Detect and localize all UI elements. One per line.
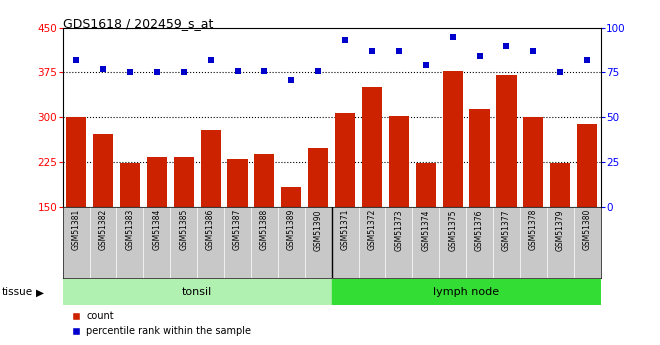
Text: GSM51390: GSM51390 <box>314 209 323 250</box>
Bar <box>63 279 331 305</box>
Point <box>205 57 216 63</box>
Bar <box>577 125 597 207</box>
Point <box>475 53 485 59</box>
Text: GSM51381: GSM51381 <box>72 209 81 250</box>
Text: GSM51388: GSM51388 <box>260 209 269 250</box>
Bar <box>469 109 490 207</box>
Text: GSM51374: GSM51374 <box>421 209 430 250</box>
Text: GSM51380: GSM51380 <box>583 209 591 250</box>
Point <box>340 37 350 43</box>
Point <box>71 57 81 63</box>
Text: tonsil: tonsil <box>182 287 213 297</box>
Text: tissue: tissue <box>1 287 32 297</box>
Bar <box>66 117 86 207</box>
Text: GSM51382: GSM51382 <box>98 209 108 250</box>
Bar <box>496 76 517 207</box>
Bar <box>443 71 463 207</box>
Bar <box>228 159 248 207</box>
Bar <box>331 279 601 305</box>
Bar <box>147 157 167 207</box>
Text: GSM51386: GSM51386 <box>206 209 215 250</box>
Bar <box>174 157 194 207</box>
Legend: count, percentile rank within the sample: count, percentile rank within the sample <box>67 307 255 340</box>
Point <box>313 68 323 73</box>
Text: GSM51372: GSM51372 <box>368 209 376 250</box>
Point <box>367 48 378 54</box>
Point <box>125 70 135 75</box>
Point <box>447 34 458 39</box>
Point <box>259 68 270 73</box>
Bar <box>254 154 275 207</box>
Bar <box>389 116 409 207</box>
Text: ▶: ▶ <box>36 287 44 297</box>
Point <box>528 48 539 54</box>
Point <box>286 77 296 82</box>
Point <box>178 70 189 75</box>
Text: GSM51371: GSM51371 <box>341 209 350 250</box>
Text: GSM51375: GSM51375 <box>448 209 457 250</box>
Text: GSM51373: GSM51373 <box>395 209 403 250</box>
Bar <box>335 112 355 207</box>
Text: GSM51389: GSM51389 <box>287 209 296 250</box>
Point <box>232 68 243 73</box>
Point <box>152 70 162 75</box>
Text: GSM51376: GSM51376 <box>475 209 484 250</box>
Text: GSM51379: GSM51379 <box>556 209 565 250</box>
Point <box>98 66 108 72</box>
Text: GSM51377: GSM51377 <box>502 209 511 250</box>
Point <box>420 62 431 68</box>
Point <box>555 70 566 75</box>
Text: GSM51383: GSM51383 <box>125 209 135 250</box>
Bar <box>120 163 140 207</box>
Text: lymph node: lymph node <box>433 287 499 297</box>
Bar <box>281 187 302 207</box>
Text: GDS1618 / 202459_s_at: GDS1618 / 202459_s_at <box>63 17 213 30</box>
Bar <box>201 130 220 207</box>
Bar <box>308 148 328 207</box>
Text: GSM51384: GSM51384 <box>152 209 161 250</box>
Text: GSM51387: GSM51387 <box>233 209 242 250</box>
Bar <box>550 163 570 207</box>
Text: GSM51378: GSM51378 <box>529 209 538 250</box>
Bar <box>93 134 113 207</box>
Point <box>393 48 404 54</box>
Bar <box>416 163 436 207</box>
Point <box>501 43 512 48</box>
Bar <box>523 117 543 207</box>
Bar <box>362 87 382 207</box>
Text: GSM51385: GSM51385 <box>180 209 188 250</box>
Point <box>582 57 593 63</box>
